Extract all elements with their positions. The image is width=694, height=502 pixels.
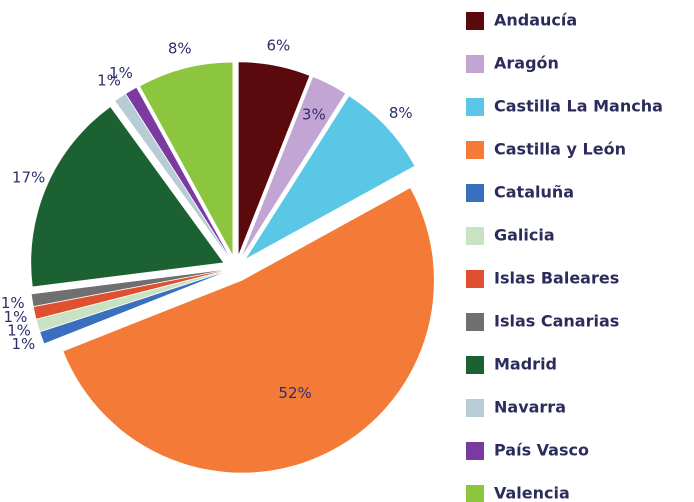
legend-label: Valencia xyxy=(494,484,570,502)
value-label: 52% xyxy=(278,384,311,402)
value-label: 1% xyxy=(4,308,28,326)
pie-slice xyxy=(33,271,223,319)
legend-label: Islas Canarias xyxy=(494,312,619,331)
value-label: 8% xyxy=(168,40,192,58)
pie-slice xyxy=(31,107,224,287)
value-label: 3% xyxy=(302,106,326,124)
pie-slice xyxy=(36,271,223,332)
legend-swatch xyxy=(466,227,484,245)
pie-slice xyxy=(246,96,415,259)
legend-swatch xyxy=(466,184,484,202)
legend-swatch xyxy=(466,399,484,417)
legend-label: Aragón xyxy=(494,54,559,73)
legend-label: País Vasco xyxy=(494,441,589,460)
value-label: 8% xyxy=(389,104,413,122)
legend-swatch xyxy=(466,485,484,502)
value-label: 1% xyxy=(1,294,25,312)
pie-slice xyxy=(125,87,229,256)
legend-swatch xyxy=(466,12,484,30)
value-label: 6% xyxy=(266,37,290,55)
pie-slice xyxy=(40,272,223,344)
legend-label: Castilla La Mancha xyxy=(494,97,663,116)
pie-slice xyxy=(140,62,233,255)
value-label: 1% xyxy=(11,335,35,353)
pie-slice xyxy=(242,77,346,256)
legend-label: Castilla y León xyxy=(494,140,626,159)
value-label: 1% xyxy=(7,322,31,340)
legend-swatch xyxy=(466,98,484,116)
value-label: 1% xyxy=(109,64,133,82)
legend-label: Cataluña xyxy=(494,183,574,202)
legend-swatch xyxy=(466,356,484,374)
value-label: 1% xyxy=(97,72,121,90)
value-label: 17% xyxy=(12,169,45,187)
legend-label: Andaucía xyxy=(494,11,577,30)
pie-slice xyxy=(238,62,310,255)
legend-swatch xyxy=(466,55,484,73)
legend-swatch xyxy=(466,141,484,159)
legend-label: Navarra xyxy=(494,398,566,417)
legend-label: Madrid xyxy=(494,355,557,374)
legend-label: Galicia xyxy=(494,226,555,245)
pie-slice xyxy=(63,188,434,473)
pie-slice xyxy=(31,270,223,307)
legend-swatch xyxy=(466,313,484,331)
legend-label: Islas Baleares xyxy=(494,269,619,288)
legend-swatch xyxy=(466,270,484,288)
pie-slice xyxy=(115,94,229,257)
legend-swatch xyxy=(466,442,484,460)
